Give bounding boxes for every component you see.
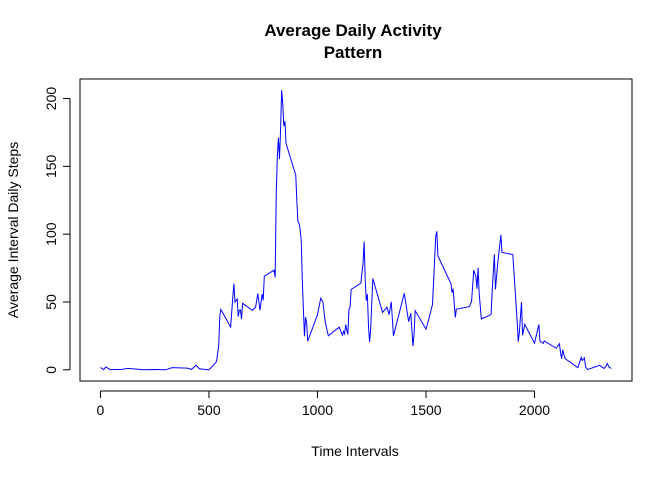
- x-tick-label: 1500: [410, 402, 441, 418]
- plot-box: [79, 78, 633, 382]
- y-axis-label: Average Interval Daily Steps: [5, 142, 21, 318]
- data-line: [100, 90, 612, 371]
- y-tick-label: 50: [43, 294, 59, 310]
- chart-title: Average Daily Activity: [264, 21, 442, 40]
- x-tick-label: 2000: [519, 402, 550, 418]
- y-tick-label: 100: [43, 222, 59, 246]
- x-tick-label: 500: [197, 402, 221, 418]
- x-tick-label: 0: [97, 402, 105, 418]
- x-tick-label: 1000: [302, 402, 333, 418]
- x-axis-label: Time Intervals: [311, 443, 398, 459]
- y-tick-label: 150: [43, 154, 59, 178]
- y-tick-label: 0: [43, 366, 59, 374]
- y-tick-label: 200: [43, 87, 59, 111]
- chart-title: Pattern: [324, 43, 383, 62]
